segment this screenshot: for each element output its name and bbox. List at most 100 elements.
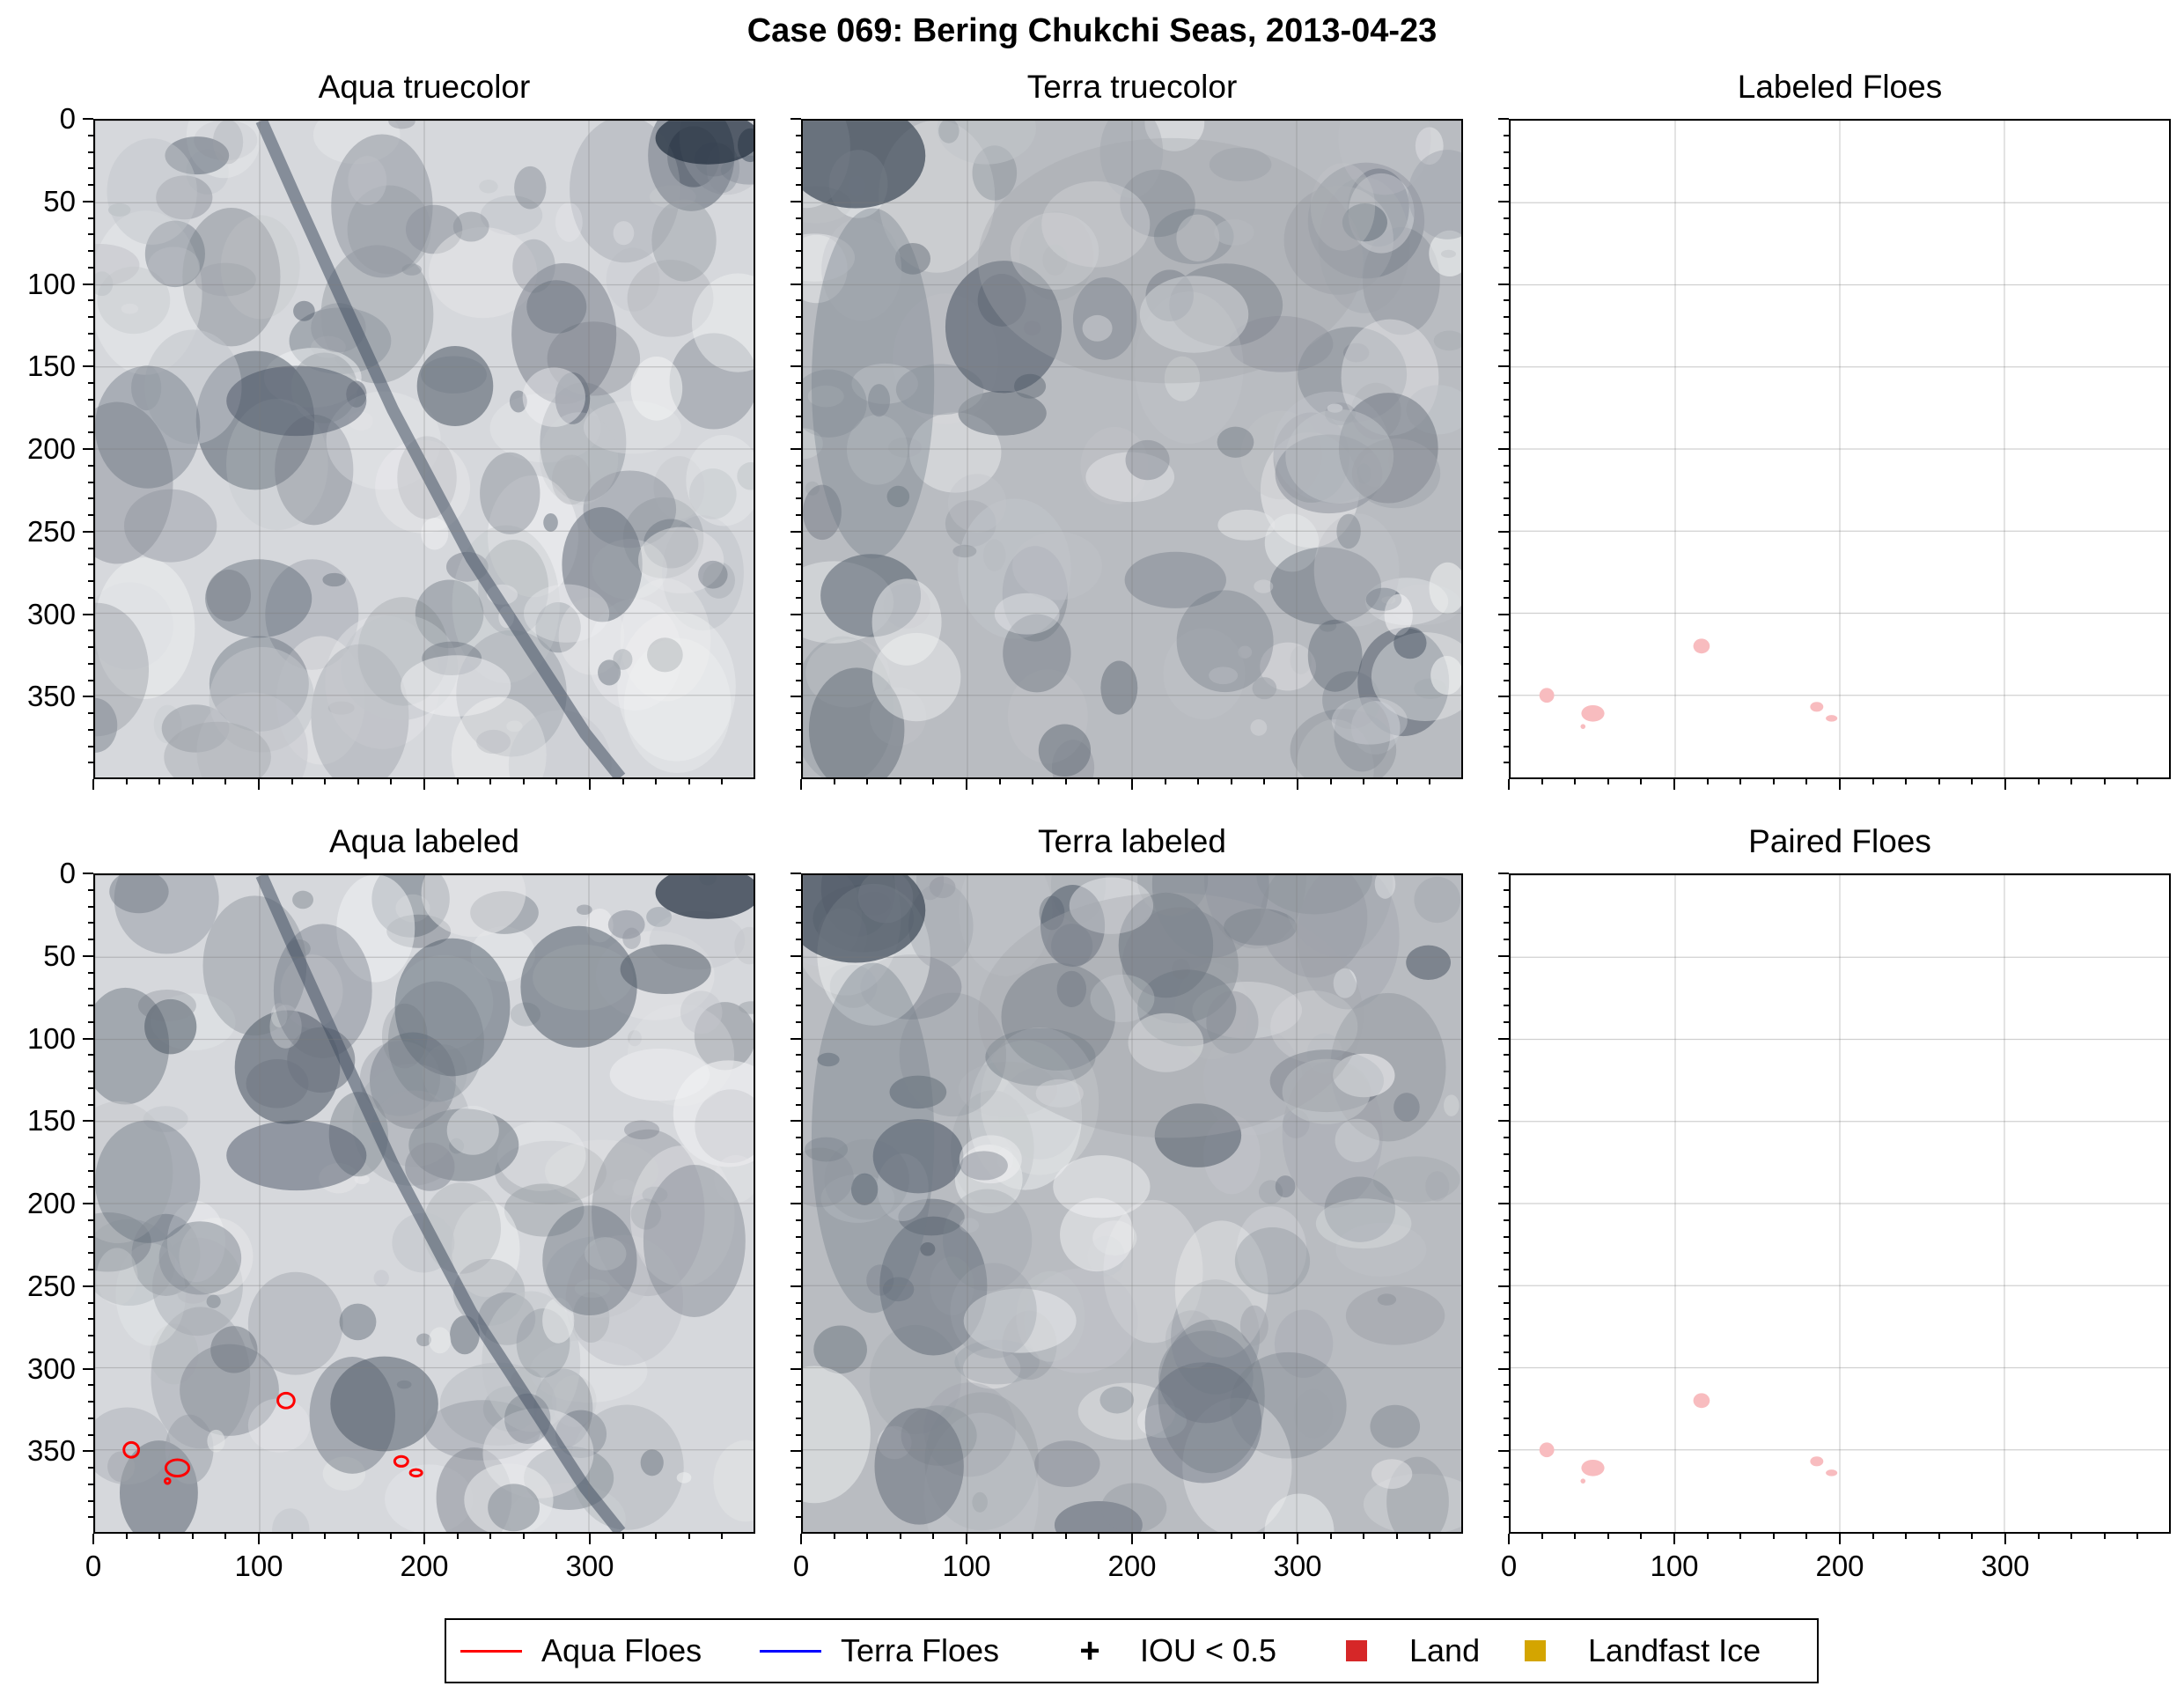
legend-item-landfast-ice: Landfast Ice xyxy=(1505,1620,1761,1682)
tick-mark xyxy=(1395,1534,1398,1539)
tick-mark xyxy=(1805,1534,1808,1539)
tick-mark xyxy=(88,745,93,747)
tick-mark xyxy=(1739,779,1742,784)
y-tick-label: 350 xyxy=(26,1434,76,1468)
tick-mark xyxy=(796,1433,801,1436)
tick-mark xyxy=(88,134,93,136)
tick-mark xyxy=(796,497,801,500)
y-tick-label: 0 xyxy=(59,857,76,889)
tick-mark xyxy=(796,398,801,401)
tick-mark xyxy=(92,779,94,790)
tick-mark xyxy=(2136,1534,2139,1539)
tick-mark xyxy=(324,779,327,784)
tick-mark xyxy=(1607,1534,1609,1539)
x-tick-label: 200 xyxy=(400,1550,449,1582)
tick-mark xyxy=(83,1037,93,1040)
tick-mark xyxy=(88,217,93,219)
labeled-floes-image xyxy=(1511,121,2169,777)
tick-mark xyxy=(796,1301,801,1304)
tick-mark xyxy=(1504,1335,1509,1336)
tick-mark xyxy=(1504,1137,1509,1138)
tick-mark xyxy=(1504,184,1509,186)
tick-mark xyxy=(791,1367,801,1370)
tick-mark xyxy=(88,679,93,681)
tick-mark xyxy=(324,1534,327,1539)
tick-mark xyxy=(88,1269,93,1270)
tick-mark xyxy=(1504,646,1509,648)
tick-mark xyxy=(796,1384,801,1387)
tick-mark xyxy=(1504,1235,1509,1238)
tick-mark xyxy=(1640,1534,1643,1539)
tick-mark xyxy=(83,1285,93,1287)
tick-mark xyxy=(1504,939,1509,940)
tick-mark xyxy=(1504,514,1509,516)
tick-mark xyxy=(1098,1534,1100,1539)
tick-mark xyxy=(1772,1534,1775,1539)
tick-mark xyxy=(721,779,724,784)
floe-4 xyxy=(1810,702,1824,712)
tick-mark xyxy=(1504,922,1509,924)
tick-mark xyxy=(1504,905,1509,908)
tick-mark xyxy=(1574,1534,1577,1539)
tick-mark xyxy=(88,1137,93,1138)
tick-mark xyxy=(88,316,93,318)
tick-mark xyxy=(796,712,801,714)
tick-mark xyxy=(791,613,801,615)
tick-mark xyxy=(1504,1086,1509,1089)
tick-mark xyxy=(796,762,801,764)
tick-mark xyxy=(88,464,93,467)
tick-mark xyxy=(88,1169,93,1172)
tick-mark xyxy=(796,1169,801,1172)
tick-mark xyxy=(866,1534,869,1539)
tick-mark xyxy=(1541,779,1543,784)
tick-mark xyxy=(1504,217,1509,219)
tick-mark xyxy=(83,954,93,957)
tick-mark xyxy=(1064,1534,1067,1539)
tick-mark xyxy=(88,971,93,974)
panel-title-labeled-floes: Labeled Floes xyxy=(1737,69,1943,105)
tick-mark xyxy=(1504,1301,1509,1304)
tick-mark xyxy=(796,988,801,990)
panel-title-terra-labeled: Terra labeled xyxy=(1038,823,1226,859)
floe-4 xyxy=(393,1454,409,1468)
tick-mark xyxy=(522,1534,525,1539)
tick-mark xyxy=(796,580,801,582)
tick-mark xyxy=(290,779,293,784)
tick-mark xyxy=(88,184,93,186)
tick-mark xyxy=(1504,1103,1509,1106)
tick-mark xyxy=(1498,1120,1509,1123)
tick-mark xyxy=(88,922,93,924)
tick-mark xyxy=(2103,779,2106,784)
tick-mark xyxy=(1504,167,1509,170)
tick-mark xyxy=(1504,988,1509,990)
terra-truecolor-image xyxy=(803,121,1461,777)
tick-mark xyxy=(83,448,93,450)
x-tick-label: 300 xyxy=(565,1550,614,1582)
tick-mark xyxy=(88,1499,93,1502)
tick-mark xyxy=(1498,1367,1509,1370)
tick-mark xyxy=(2004,1534,2006,1544)
tick-mark xyxy=(489,1534,492,1539)
tick-mark xyxy=(796,1467,801,1469)
tick-mark xyxy=(88,939,93,940)
tick-mark xyxy=(1504,662,1509,665)
tick-mark xyxy=(88,1252,93,1255)
tick-mark xyxy=(1504,580,1509,582)
tick-mark xyxy=(88,1335,93,1336)
tick-mark xyxy=(1504,299,1509,302)
tick-mark xyxy=(1164,1534,1166,1539)
tick-mark xyxy=(1498,118,1509,120)
tick-mark xyxy=(88,497,93,500)
tick-mark xyxy=(1504,134,1509,136)
tick-mark xyxy=(796,1020,801,1023)
tick-mark xyxy=(258,1534,260,1544)
tick-mark xyxy=(83,873,93,874)
tick-mark xyxy=(83,365,93,368)
tick-mark xyxy=(1504,1005,1509,1006)
y-tick-label: 100 xyxy=(26,1021,76,1055)
y-tick-label: 250 xyxy=(26,514,76,548)
tick-mark xyxy=(88,762,93,764)
tick-mark xyxy=(796,679,801,681)
floe-2 xyxy=(1580,1478,1586,1484)
floe-0 xyxy=(1539,1442,1555,1458)
